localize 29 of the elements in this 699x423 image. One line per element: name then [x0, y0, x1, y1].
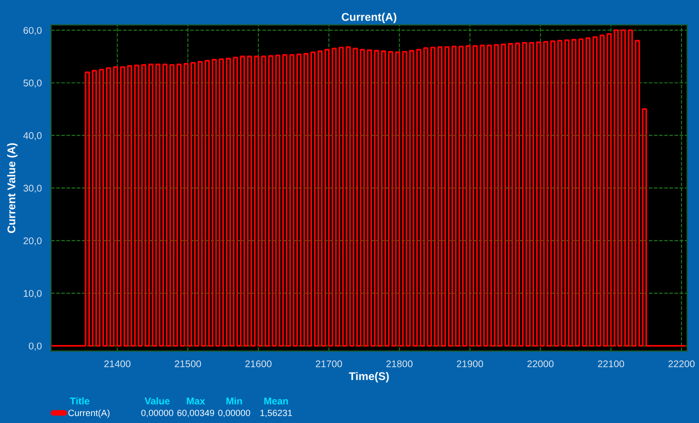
- chart-title: Current(A): [342, 12, 396, 24]
- x-axis-title: Time(S): [348, 372, 389, 382]
- text: 60,00349: [177, 410, 214, 418]
- y-tick-label: 50,0: [23, 80, 42, 88]
- y-tick-label: 60,0: [24, 26, 42, 35]
- y-tick-label: 30,0: [23, 184, 42, 193]
- x-tick-label: 21500: [174, 360, 201, 368]
- y-tick-label: 40,0: [23, 132, 42, 140]
- y-axis-title: Current Value (A): [7, 143, 18, 233]
- x-tick-label: 21400: [104, 360, 130, 368]
- text: Min: [226, 397, 242, 404]
- text: Max: [186, 398, 206, 404]
- text: Value: [144, 397, 170, 404]
- x-tick-label: 21700: [316, 360, 342, 368]
- x-tick-label: 21600: [245, 360, 272, 368]
- text: Mean: [264, 398, 288, 404]
- text: 0,00000: [141, 410, 174, 418]
- text: 1,56231: [260, 410, 292, 418]
- legend-label: Current(A): [68, 409, 110, 418]
- y-tick-label: 20,0: [24, 237, 42, 246]
- x-tick-label: 22000: [527, 360, 554, 368]
- y-tick-label: 0,0: [28, 342, 42, 351]
- x-tick-label: 21800: [386, 360, 413, 368]
- text: 0,00000: [218, 410, 250, 418]
- x-tick-label: 22200: [668, 360, 695, 368]
- x-tick-label: 21900: [456, 360, 484, 368]
- y-tick-label: 10,0: [24, 290, 42, 298]
- x-tick-label: 22100: [598, 360, 624, 368]
- text: Title: [70, 397, 90, 404]
